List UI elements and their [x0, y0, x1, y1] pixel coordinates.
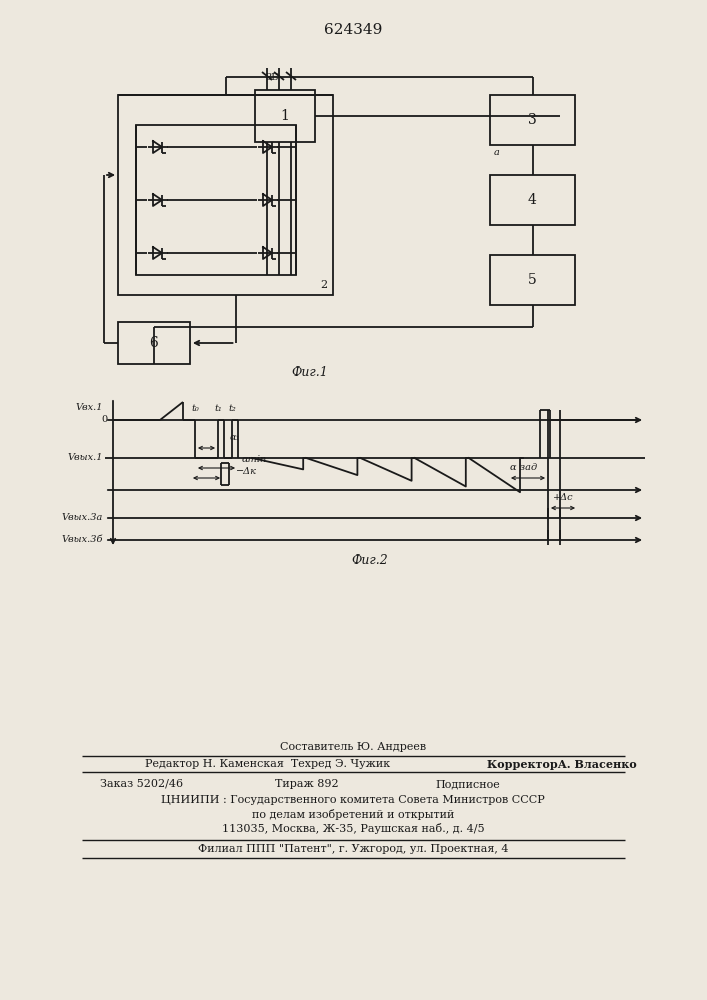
Text: 0: 0	[102, 416, 108, 424]
Text: 5: 5	[528, 273, 537, 287]
Text: Фиг.1: Фиг.1	[291, 365, 328, 378]
Text: t₁: t₁	[214, 404, 222, 413]
Text: по делам изобретений и открытий: по делам изобретений и открытий	[252, 808, 454, 820]
Text: Vвых.3б: Vвых.3б	[62, 536, 103, 544]
Bar	[490, 95, 575, 145]
Text: −Δк: −Δк	[236, 468, 257, 477]
Text: t₀: t₀	[191, 404, 199, 413]
Text: +Δс: +Δс	[553, 493, 573, 502]
Bar	[255, 90, 315, 142]
Text: Vвых.1: Vвых.1	[67, 454, 103, 462]
Text: 3: 3	[528, 113, 537, 127]
Text: ЗБ: ЗБ	[265, 73, 279, 82]
Bar	[136, 125, 296, 275]
Text: Заказ 5202/46: Заказ 5202/46	[100, 779, 183, 789]
Text: ЦНИИПИ : Государственного комитета Совета Министров СССР: ЦНИИПИ : Государственного комитета Совет…	[161, 795, 545, 805]
Text: Редактор Н. Каменская  Техред Э. Чужик: Редактор Н. Каменская Техред Э. Чужик	[145, 759, 390, 769]
Text: a: a	[494, 148, 500, 157]
Text: 2: 2	[320, 280, 327, 290]
Text: 6: 6	[150, 336, 158, 350]
Text: α₁: α₁	[230, 434, 240, 442]
Text: 624349: 624349	[324, 23, 382, 37]
Text: Подписное: Подписное	[435, 779, 500, 789]
Text: Vвых.3а: Vвых.3а	[62, 514, 103, 522]
Text: КорректорА. Власенко: КорректорА. Власенко	[487, 758, 637, 770]
Text: 1: 1	[281, 109, 289, 123]
Text: Составитель Ю. Андреев: Составитель Ю. Андреев	[280, 742, 426, 752]
Bar	[490, 255, 575, 305]
Text: Vвх.1: Vвх.1	[76, 403, 103, 412]
Text: Филиал ППП "Патент", г. Ужгород, ул. Проектная, 4: Филиал ППП "Патент", г. Ужгород, ул. Про…	[198, 844, 508, 854]
Text: α зад: α зад	[510, 464, 537, 473]
Bar	[118, 95, 333, 295]
Text: Тираж 892: Тираж 892	[275, 779, 339, 789]
Bar	[118, 322, 190, 364]
Text: t₂: t₂	[228, 404, 236, 413]
Text: Фиг.2: Фиг.2	[351, 554, 388, 566]
Bar	[490, 175, 575, 225]
Text: 113035, Москва, Ж-35, Раушская наб., д. 4/5: 113035, Москва, Ж-35, Раушская наб., д. …	[222, 822, 484, 834]
Text: αmin: αmin	[242, 456, 267, 464]
Text: 4: 4	[528, 193, 537, 207]
